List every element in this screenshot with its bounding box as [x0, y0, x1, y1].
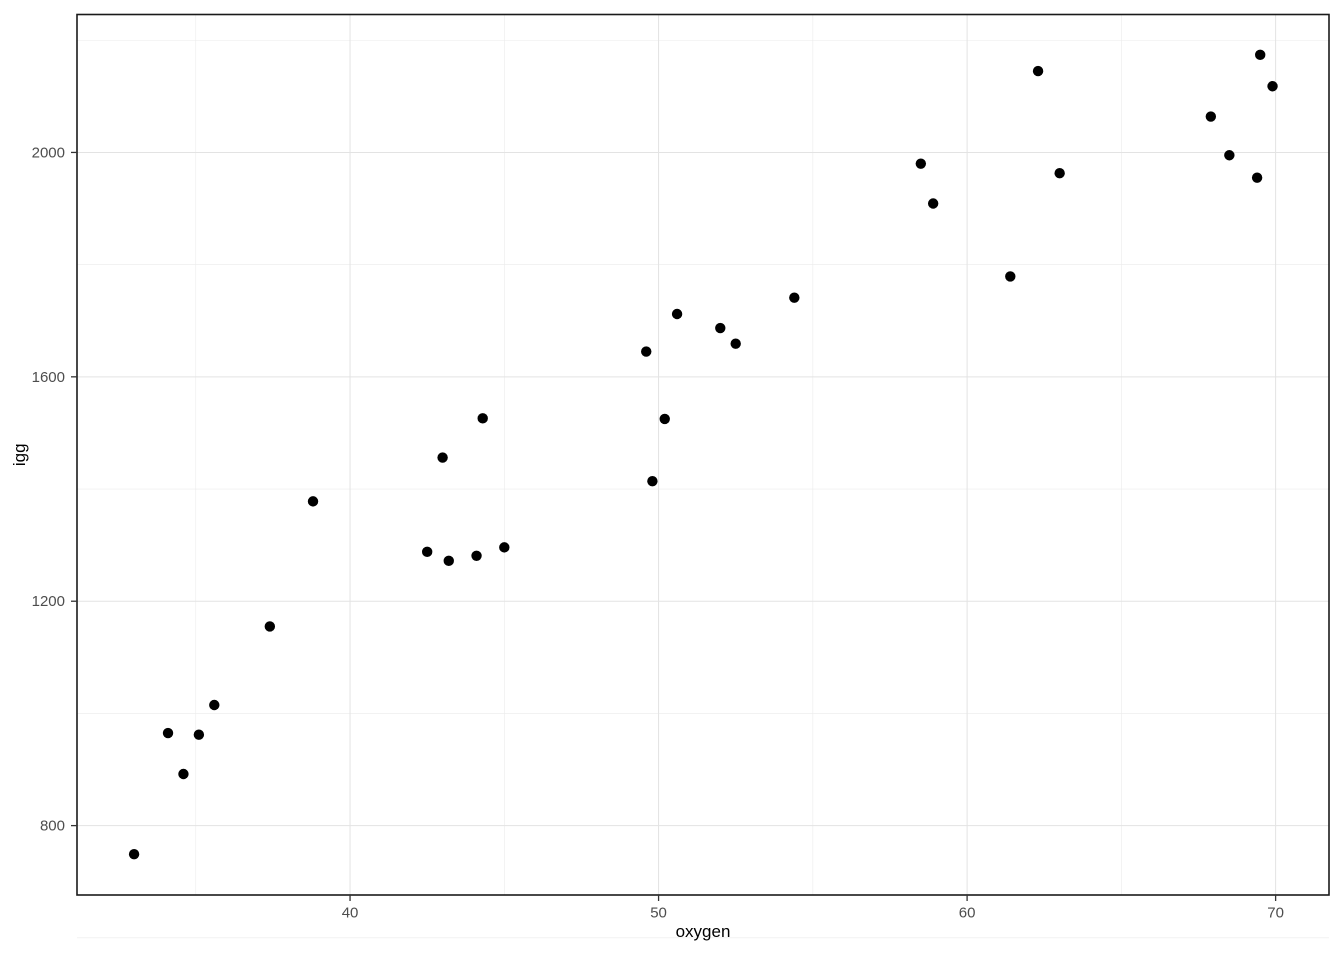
svg-text:800: 800: [40, 818, 65, 835]
svg-text:60: 60: [959, 905, 976, 922]
svg-text:40: 40: [342, 905, 359, 922]
svg-text:1600: 1600: [32, 369, 65, 386]
svg-text:igg: igg: [10, 443, 29, 466]
svg-text:2000: 2000: [32, 144, 65, 161]
svg-text:70: 70: [1267, 905, 1284, 922]
svg-text:50: 50: [650, 905, 667, 922]
svg-text:1200: 1200: [32, 593, 65, 610]
svg-text:oxygen: oxygen: [676, 922, 731, 941]
